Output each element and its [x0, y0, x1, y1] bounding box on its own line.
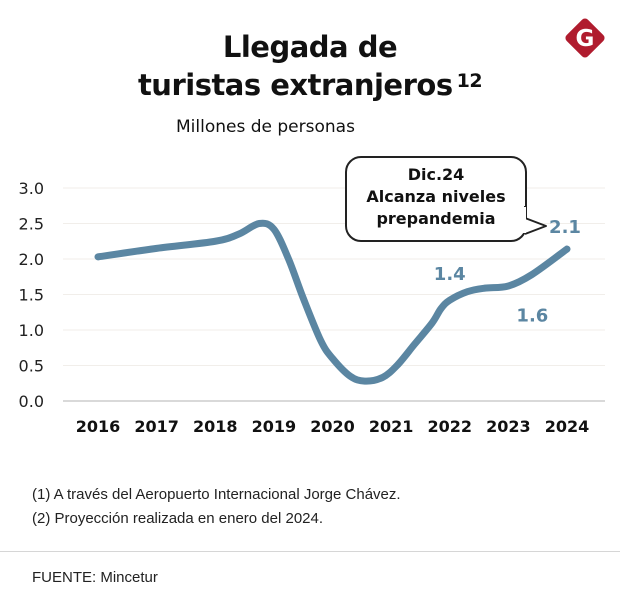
data-label: 2.1 — [549, 217, 581, 238]
y-tick-label: 0.5 — [19, 357, 44, 376]
x-tick-label: 2023 — [486, 417, 531, 436]
x-tick-label: 2018 — [193, 417, 238, 436]
data-label: 1.6 — [516, 305, 548, 326]
x-tick-label: 2016 — [76, 417, 121, 436]
title-line-2: turistas extranjeros 12 — [0, 66, 620, 104]
chart-title: Llegada de turistas extranjeros 12 — [0, 28, 620, 104]
x-tick-label: 2022 — [427, 417, 472, 436]
callout-line-2: Alcanza niveles — [366, 187, 506, 206]
y-tick-label: 1.5 — [19, 286, 44, 305]
y-tick-label: 3.0 — [19, 179, 44, 198]
series-line — [94, 219, 571, 385]
logo-diamond — [565, 18, 605, 58]
brand-logo-icon: G — [565, 18, 605, 58]
annotation-callout: Dic.24 Alcanza niveles prepandemia — [345, 156, 527, 242]
logo-letter: G — [576, 26, 595, 52]
title-line-2-text: turistas extranjeros — [137, 68, 453, 102]
callout-line-3: prepandemia — [376, 209, 496, 228]
data-label: 1.4 — [434, 264, 466, 285]
footnote-2: (2) Proyección realizada en enero del 20… — [32, 510, 324, 527]
footnote-1: (1) A través del Aeropuerto Internaciona… — [32, 486, 401, 503]
y-tick-label: 2.0 — [19, 250, 44, 269]
source-note: FUENTE: Mincetur — [32, 569, 158, 586]
x-axis-ticks: 2016 2017 2018 2019 2020 2021 2022 2023 2024 — [76, 417, 590, 436]
callout-pointer — [520, 206, 547, 235]
title-superscript: 12 — [456, 70, 483, 92]
callout-line-1: Dic.24 — [407, 165, 465, 184]
x-tick-label: 2020 — [310, 417, 355, 436]
y-tick-label: 2.5 — [19, 215, 44, 234]
title-line-1: Llegada de — [222, 30, 398, 64]
x-tick-label: 2017 — [134, 417, 179, 436]
data-labels: 1.4 1.6 2.1 — [434, 217, 581, 326]
y-axis-ticks: 0.0 0.5 1.0 1.5 2.0 2.5 3.0 — [19, 179, 44, 411]
y-tick-label: 0.0 — [19, 392, 44, 411]
x-tick-label: 2019 — [252, 417, 297, 436]
divider — [0, 551, 620, 552]
x-tick-label: 2024 — [545, 417, 590, 436]
x-tick-label: 2021 — [369, 417, 414, 436]
y-tick-label: 1.0 — [19, 321, 44, 340]
chart-subtitle: Millones de personas — [176, 117, 355, 137]
